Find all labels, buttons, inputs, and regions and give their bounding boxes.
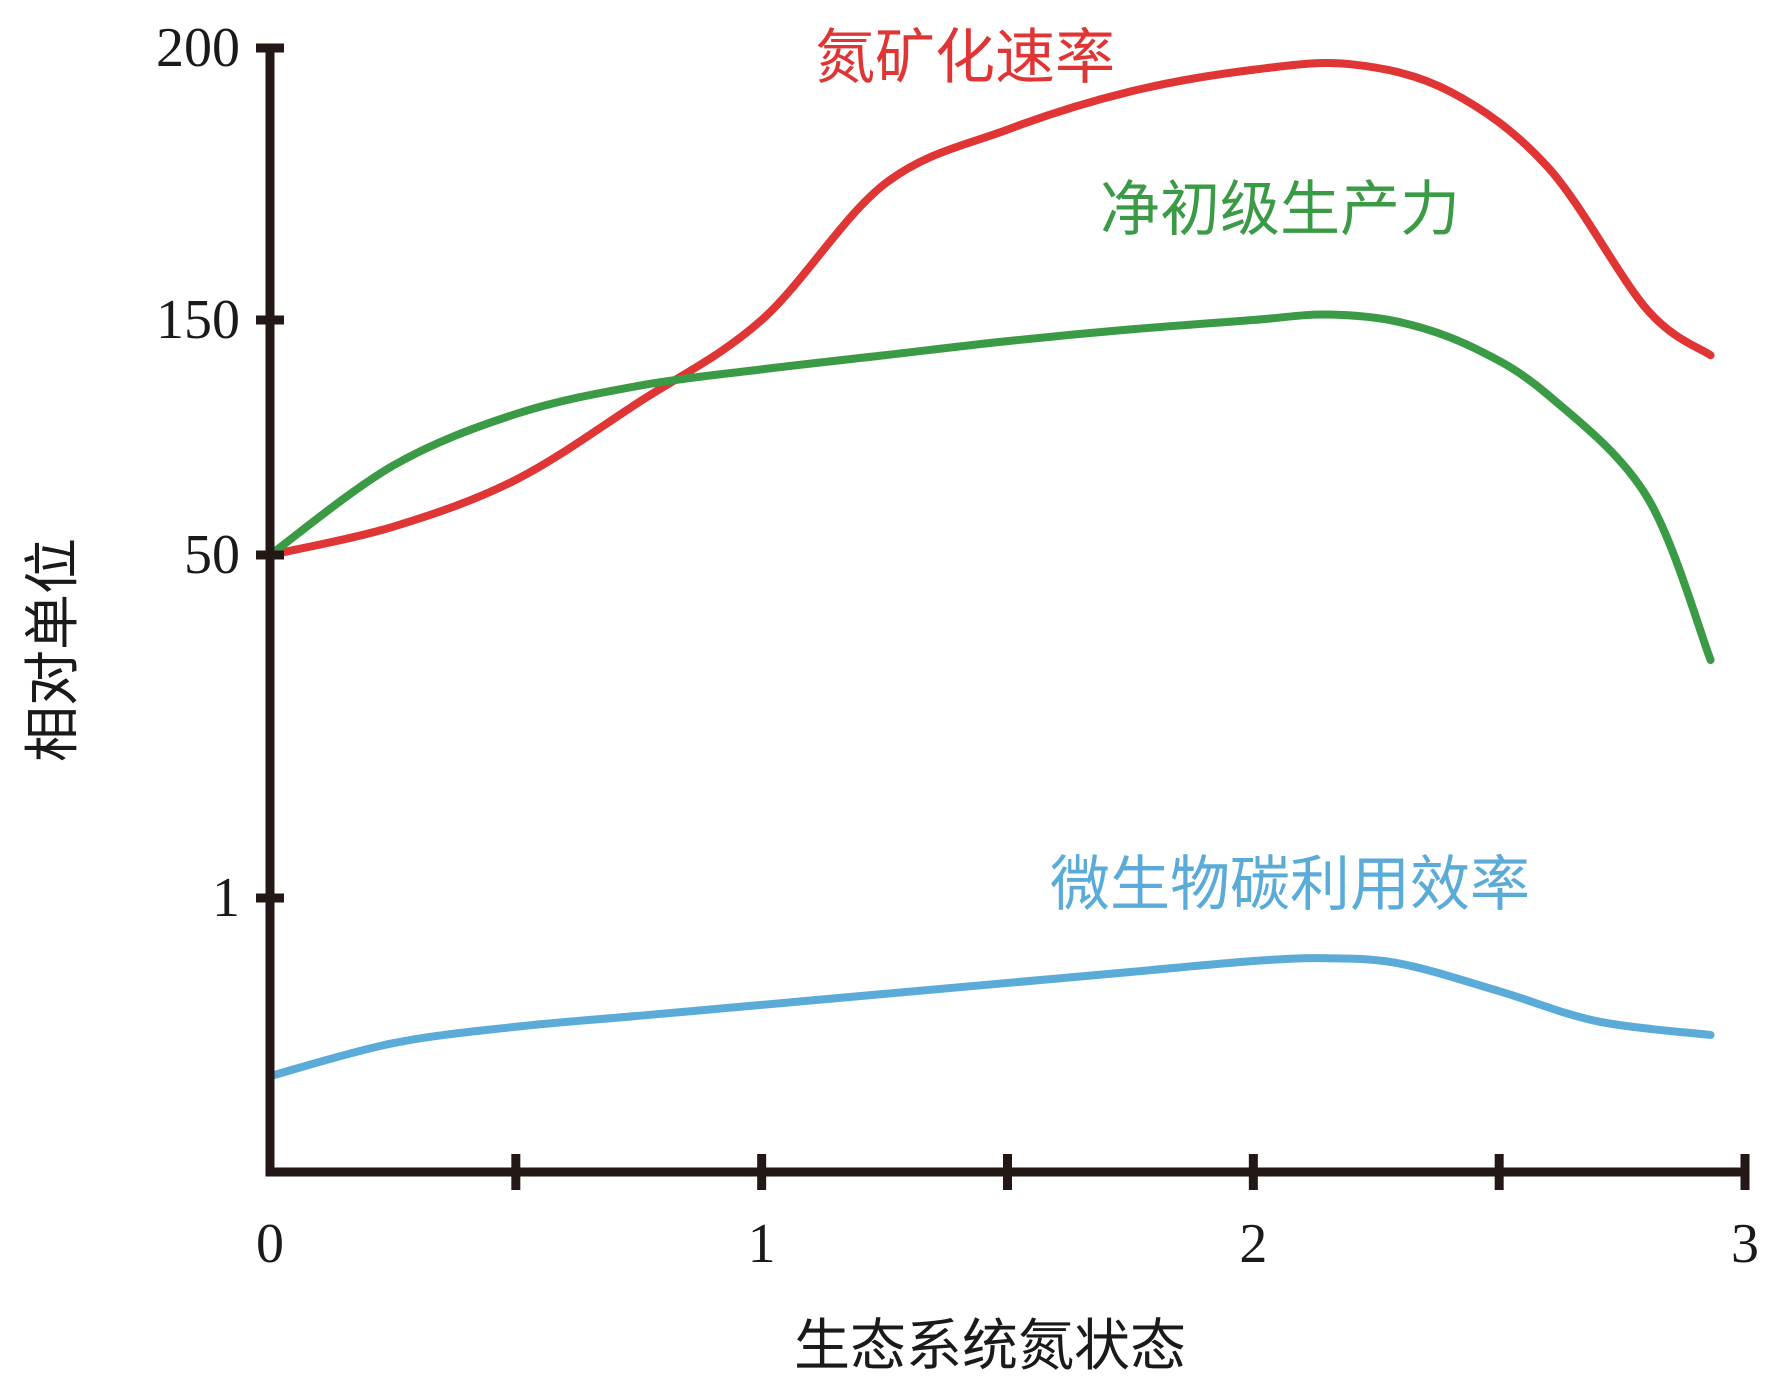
x-tick-label: 2 [1239,1213,1267,1275]
series-label-0: 氮矿化速率 [815,23,1115,93]
series-label-2: 微生物碳利用效率 [1050,850,1530,920]
y-axis-title: 相对单位 [21,538,86,762]
y-tick-label: 150 [156,289,240,351]
series-label-1: 净初级生产力 [1100,175,1460,245]
y-tick-label: 50 [184,524,240,586]
y-tick-label: 1 [212,867,240,929]
series-line-2 [266,954,1715,1081]
y-tick-label: 200 [156,17,240,79]
series-layer [266,59,1715,1081]
axis-lines [265,43,1750,1177]
x-tick-label: 1 [748,1213,776,1275]
x-tick-label: 3 [1731,1213,1759,1275]
axes [256,43,1750,1190]
x-tick-label: 0 [256,1213,284,1275]
series-line-1 [266,310,1715,664]
series-line-0 [266,59,1715,559]
x-axis-title: 生态系统氮状态 [794,1314,1186,1379]
